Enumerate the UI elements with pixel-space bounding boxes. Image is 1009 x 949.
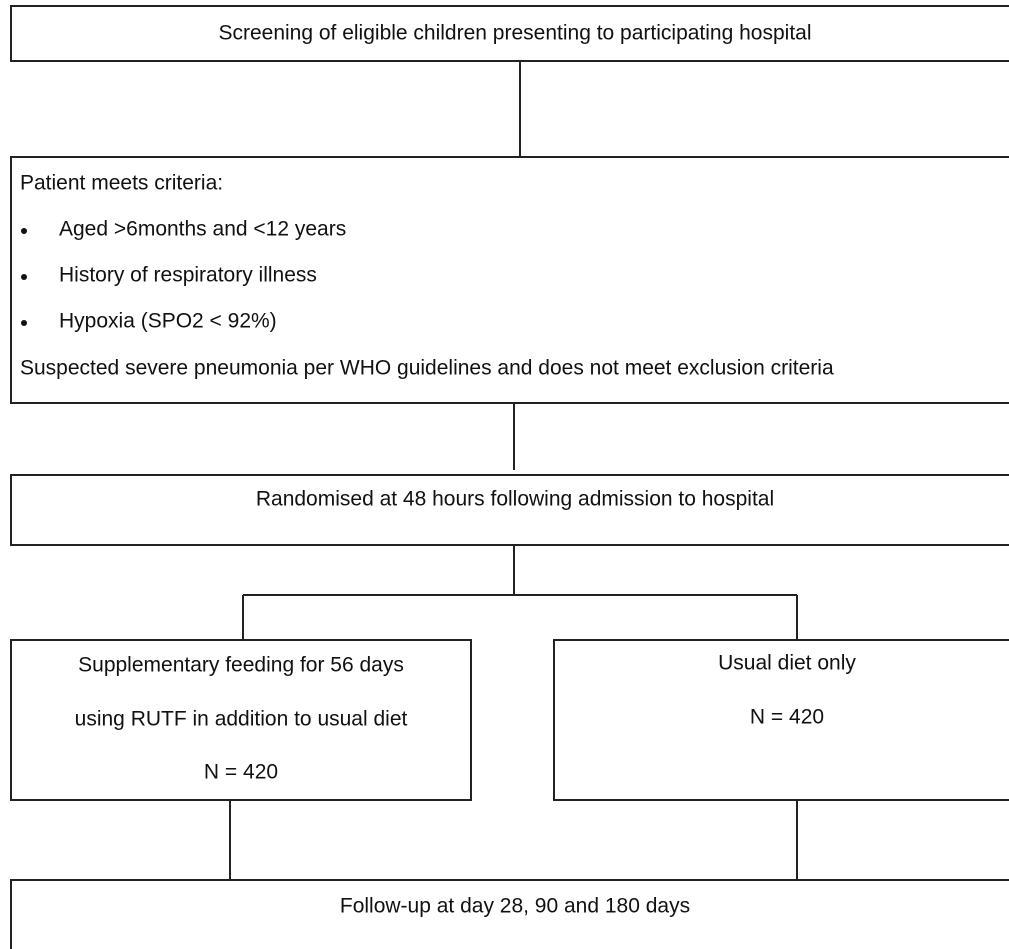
bullet-text: Hypoxia (SPO2 < 92%): [59, 310, 277, 333]
box-text: Supplementary feeding for 56 days: [78, 654, 404, 677]
bullet-text: History of respiratory illness: [59, 264, 317, 287]
box: [553, 639, 1009, 801]
box: [10, 474, 1009, 546]
box-text: Usual diet only: [718, 652, 856, 675]
box-text: Suspected severe pneumonia per WHO guide…: [20, 357, 834, 380]
box-text: N = 420: [204, 761, 278, 784]
bullet: [21, 320, 27, 326]
bullet-text: Aged >6months and <12 years: [59, 218, 346, 241]
box-text: Randomised at 48 hours following admissi…: [256, 488, 774, 511]
box-text: Screening of eligible children presentin…: [218, 22, 811, 45]
box: [10, 639, 472, 801]
bullet: [21, 228, 27, 234]
box-text: using RUTF in addition to usual diet: [75, 708, 408, 731]
box-text: N = 420: [750, 706, 824, 729]
box: [10, 156, 1009, 404]
box: [10, 5, 1009, 62]
box-text: Follow-up at day 28, 90 and 180 days: [340, 895, 690, 918]
bullet: [21, 274, 27, 280]
box-title: Patient meets criteria:: [20, 172, 223, 195]
box: [10, 879, 1009, 949]
